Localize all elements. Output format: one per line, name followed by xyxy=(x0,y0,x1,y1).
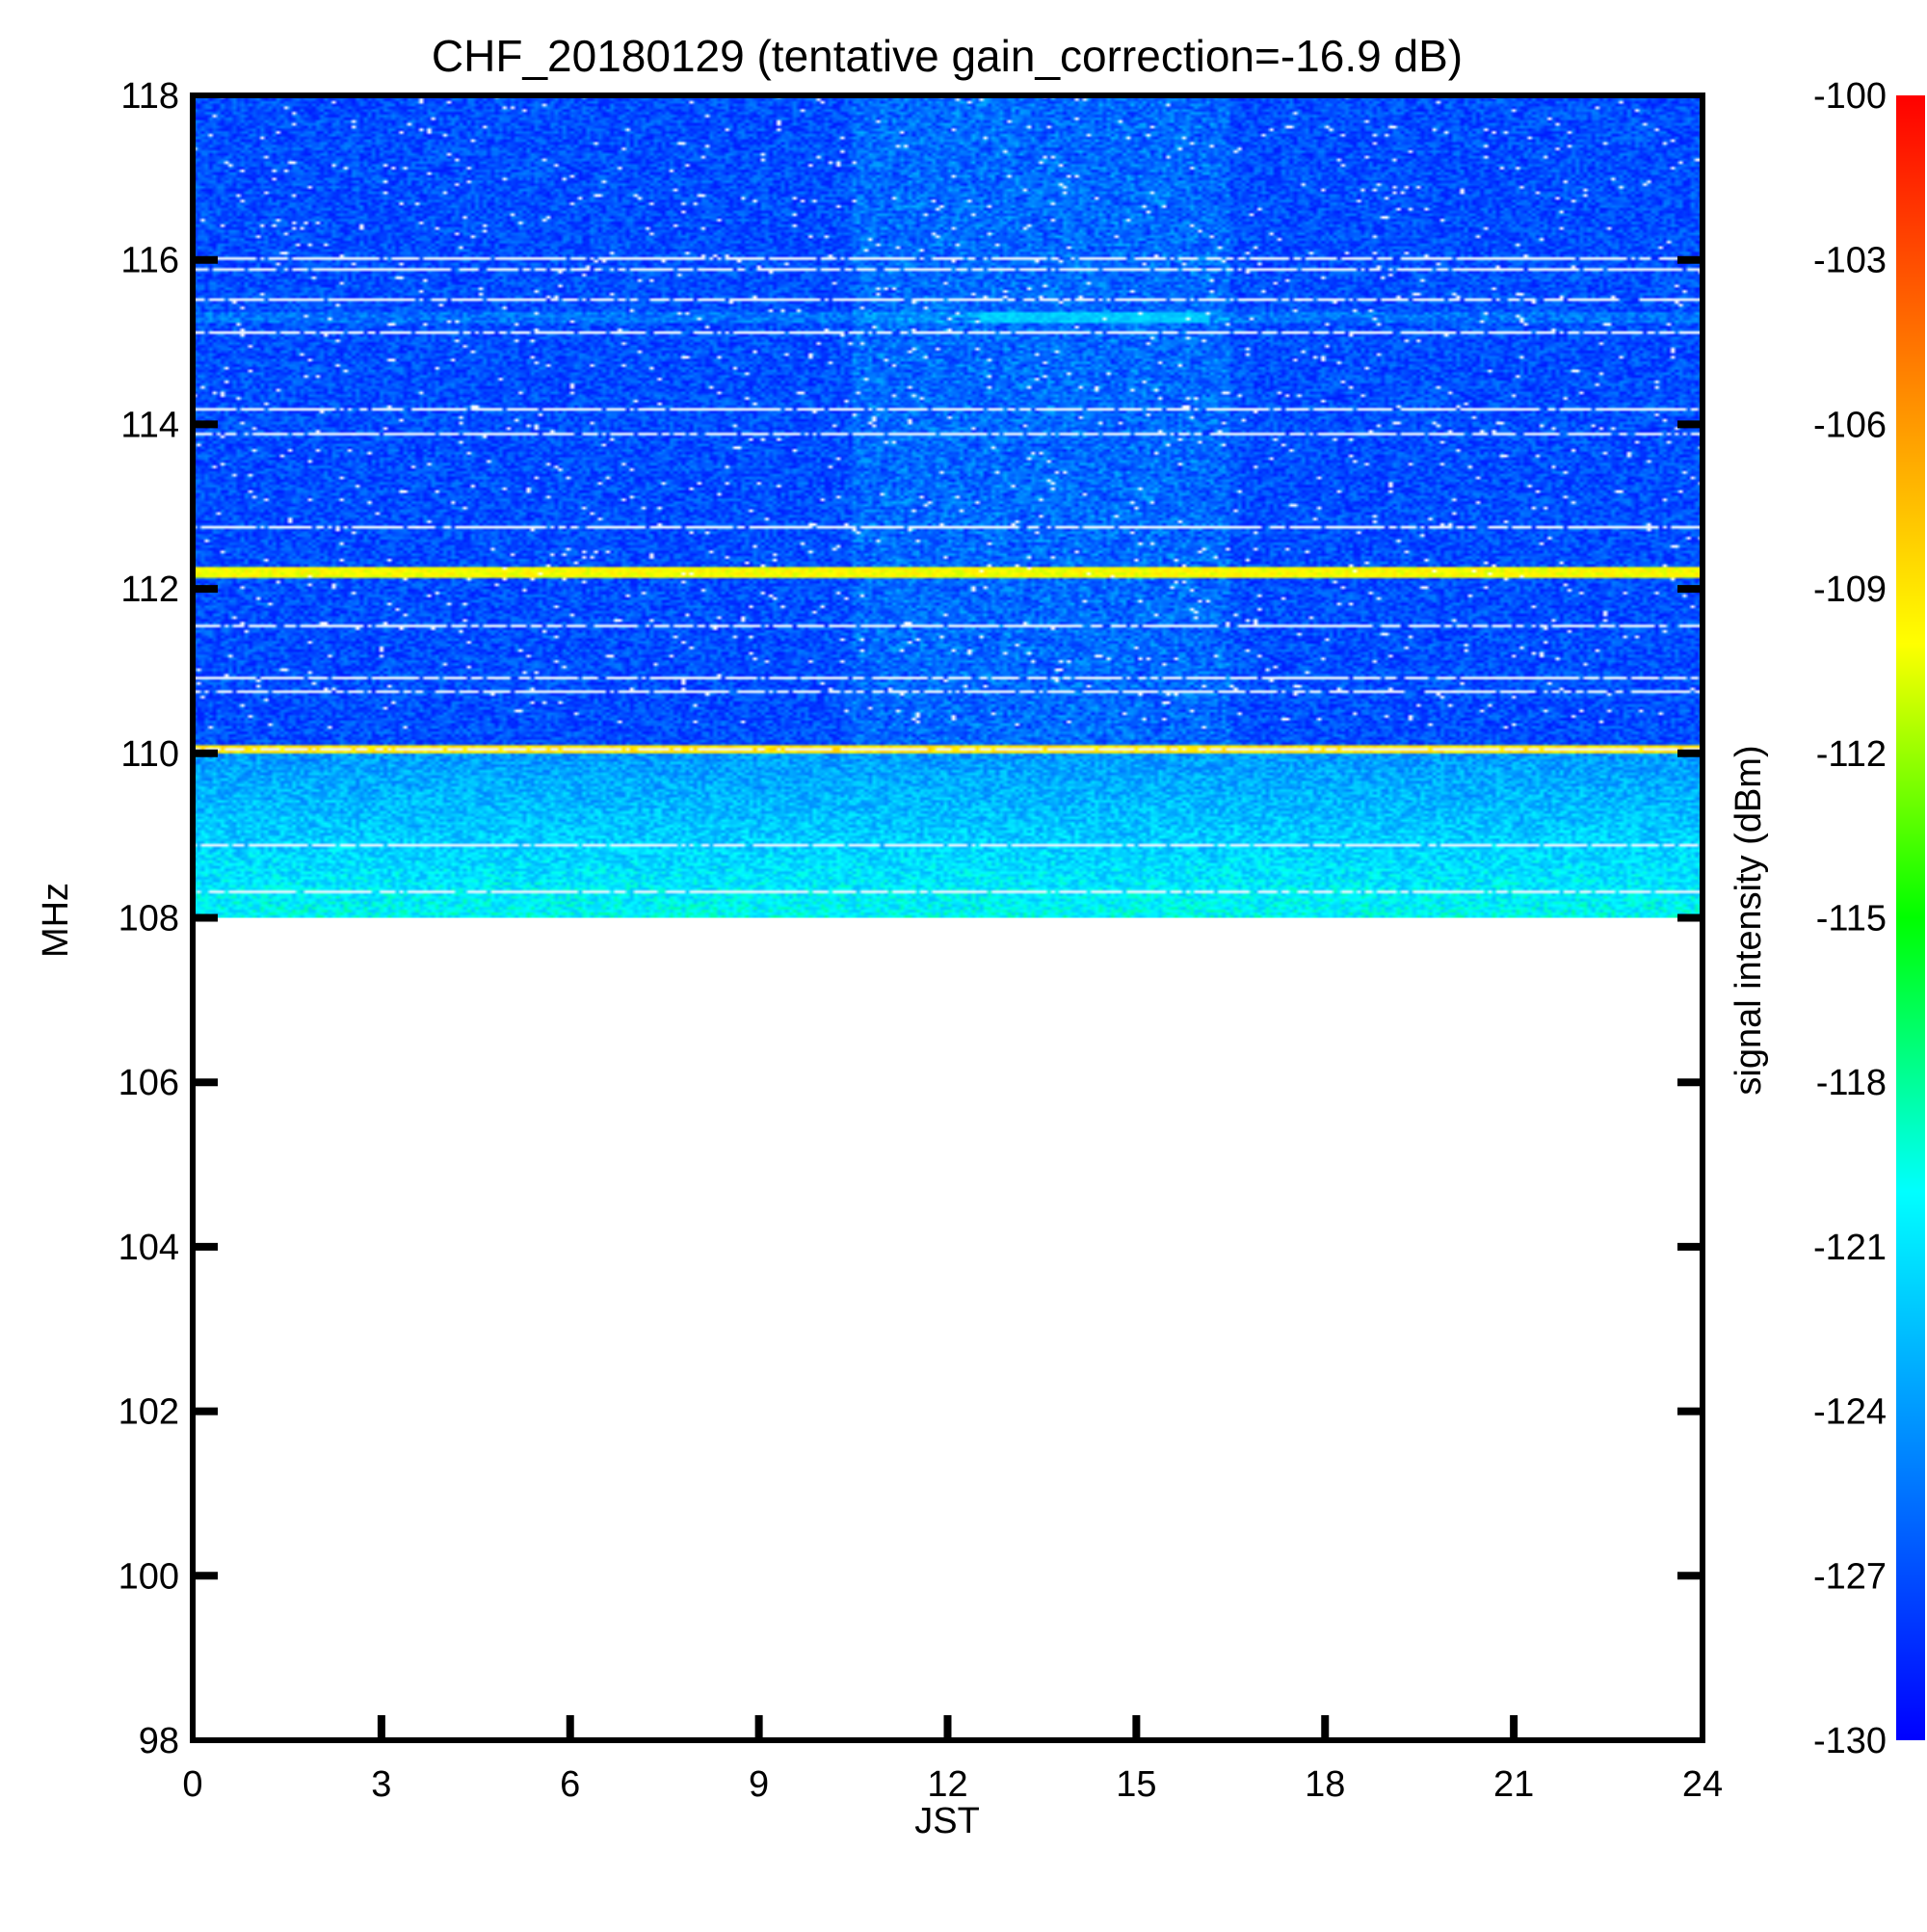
colorbar-tick-label: -115 xyxy=(1816,899,1887,940)
colorbar-tick-label: -130 xyxy=(1813,1721,1887,1761)
axis-tick-labels: 0 3 6 9 12 15 18 21 24 98 100 102 104 106 108 110 112 114… xyxy=(119,76,1724,1805)
x-tick-label: 3 xyxy=(371,1764,391,1805)
y-axis-label: MHz xyxy=(36,883,76,958)
plot-frame xyxy=(190,93,1705,1743)
x-tick-label: 21 xyxy=(1493,1764,1534,1805)
y-tick-label: 102 xyxy=(119,1392,179,1433)
y-tick-label: 100 xyxy=(119,1556,179,1597)
colorbar-tick-label: -121 xyxy=(1813,1228,1887,1268)
colorbar-tick-label: -109 xyxy=(1813,569,1887,610)
colorbar-tick-labels: -100 -103 -106 -109 -112 -115 -118 -121 -124 -127… xyxy=(1813,76,1887,1761)
y-tick-label: 104 xyxy=(119,1228,179,1268)
x-tick-label: 24 xyxy=(1682,1764,1723,1805)
heatmap-image xyxy=(193,95,1703,918)
y-tick-label: 108 xyxy=(119,899,179,940)
axis-ticks xyxy=(193,255,1703,1740)
chart-title: CHF_20180129 (tentative gain_correction=… xyxy=(432,31,1463,81)
colorbar-tick-label: -118 xyxy=(1816,1063,1887,1103)
colorbar-tick-label: -106 xyxy=(1813,405,1887,445)
x-tick-label: 18 xyxy=(1305,1764,1345,1805)
colorbar-tick-label: -103 xyxy=(1813,241,1887,281)
y-tick-label: 106 xyxy=(119,1063,179,1103)
x-tick-label: 15 xyxy=(1116,1764,1156,1805)
y-tick-label: 112 xyxy=(120,569,179,610)
colorbar-tick-label: -127 xyxy=(1813,1556,1887,1597)
colorbar-tick-label: -112 xyxy=(1816,734,1887,775)
y-tick-label: 114 xyxy=(120,405,179,445)
x-tick-label: 0 xyxy=(182,1764,202,1805)
x-tick-label: 12 xyxy=(927,1764,967,1805)
y-tick-label: 98 xyxy=(139,1721,179,1761)
y-tick-label: 118 xyxy=(120,76,179,117)
y-tick-label: 116 xyxy=(120,241,179,281)
colorbar xyxy=(1896,95,1925,1740)
x-tick-label: 9 xyxy=(749,1764,769,1805)
y-tick-label: 110 xyxy=(120,734,179,775)
x-axis-label: JST xyxy=(914,1801,980,1841)
colorbar-tick-label: -100 xyxy=(1813,76,1887,117)
x-tick-label: 6 xyxy=(560,1764,580,1805)
colorbar-tick-label: -124 xyxy=(1813,1392,1887,1433)
colorbar-label: signal intensity (dBm) xyxy=(1729,745,1769,1095)
